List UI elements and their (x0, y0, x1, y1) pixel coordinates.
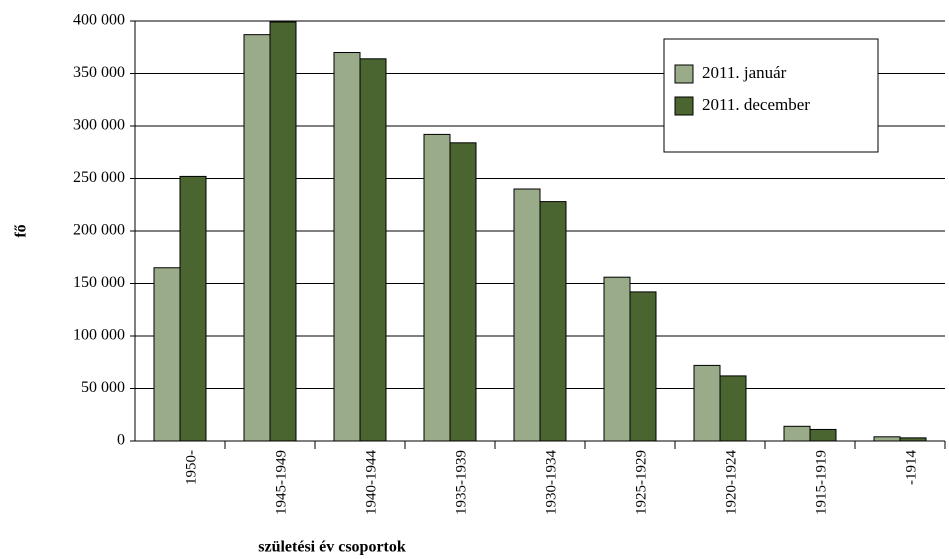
y-tick-label: 150 000 (73, 274, 125, 291)
bar (873, 436, 901, 442)
legend-label: 2011. december (702, 95, 810, 114)
bar (153, 267, 181, 442)
bar (449, 142, 477, 442)
legend-label: 2011. január (702, 63, 787, 82)
bar (243, 34, 271, 442)
x-axis-label: születési év csoportok (258, 539, 406, 556)
legend-box (663, 38, 879, 153)
x-tick-label: 1935-1939 (453, 450, 469, 515)
x-tick-label: 1950- (183, 450, 199, 485)
x-tick-label: 1925-1929 (633, 450, 649, 515)
bar (603, 276, 631, 442)
legend-swatch (674, 64, 694, 84)
y-tick-label: 200 000 (73, 222, 125, 239)
bar (423, 133, 451, 442)
y-tick-label: 100 000 (73, 327, 125, 344)
y-tick-label: 350 000 (73, 64, 125, 81)
x-tick-label: 1915-1919 (813, 450, 829, 515)
y-axis-label: fő (13, 224, 30, 237)
x-tick-label: -1914 (903, 450, 919, 485)
x-tick-label: 1940-1944 (363, 450, 379, 515)
y-tick-label: 50 000 (81, 379, 125, 396)
bar (693, 364, 721, 442)
x-tick-label: 1930-1934 (543, 450, 559, 515)
bar (809, 428, 837, 442)
bar (269, 21, 297, 442)
y-tick-label: 400 000 (73, 12, 125, 29)
bar (179, 175, 207, 442)
y-tick-label: 0 (117, 432, 125, 449)
bar (333, 52, 361, 442)
y-tick-label: 250 000 (73, 169, 125, 186)
bar (359, 58, 387, 442)
x-tick-label: 1945-1949 (273, 450, 289, 515)
bar (539, 201, 567, 442)
bar (629, 291, 657, 442)
bar (513, 188, 541, 442)
y-tick-label: 300 000 (73, 117, 125, 134)
legend-swatch (674, 96, 694, 116)
bar (783, 425, 811, 442)
x-tick-label: 1920-1924 (723, 450, 739, 515)
bar (719, 375, 747, 442)
